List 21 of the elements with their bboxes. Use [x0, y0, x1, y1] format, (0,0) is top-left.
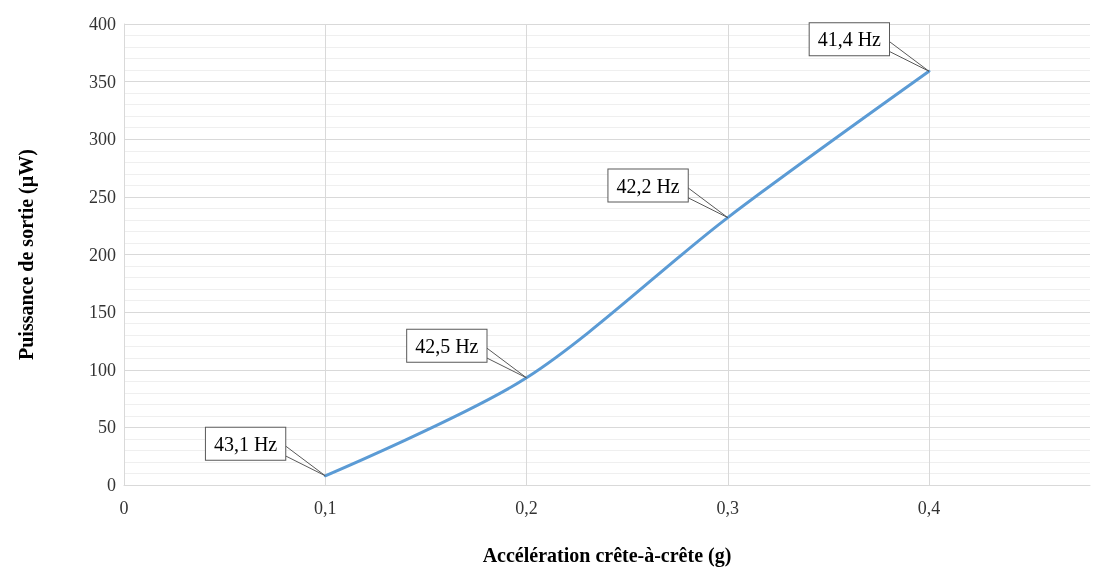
y-axis-title: Puissance de sortie (µW) [15, 149, 38, 360]
y-tick-label: 150 [89, 302, 116, 323]
y-tick-label: 100 [89, 359, 116, 380]
y-tick-label: 400 [89, 14, 116, 34]
x-tick-label: 0 [119, 498, 129, 518]
y-tick-label: 200 [89, 244, 116, 265]
annotation: 42,5 Hz [415, 334, 479, 357]
y-tick-label: 350 [89, 71, 116, 92]
line-series [323, 69, 931, 478]
y-tick-label: 0 [107, 475, 116, 495]
annotation: 42,2 Hz [616, 174, 680, 197]
x-tick-label: 0,1 [314, 498, 337, 518]
x-tick-label: 0,4 [917, 498, 941, 518]
y-tick-label: 300 [89, 129, 116, 150]
annotation: 43,1 Hz [213, 432, 278, 455]
x-axis-title: Accélération crête-à-crête (g) [482, 544, 732, 567]
y-tick-label: 50 [98, 417, 116, 438]
x-tick-label: 0,3 [716, 498, 739, 518]
y-tick-label: 250 [89, 186, 116, 207]
x-tick-label: 0,2 [515, 498, 538, 518]
annotation: 41,4 Hz [817, 28, 882, 51]
